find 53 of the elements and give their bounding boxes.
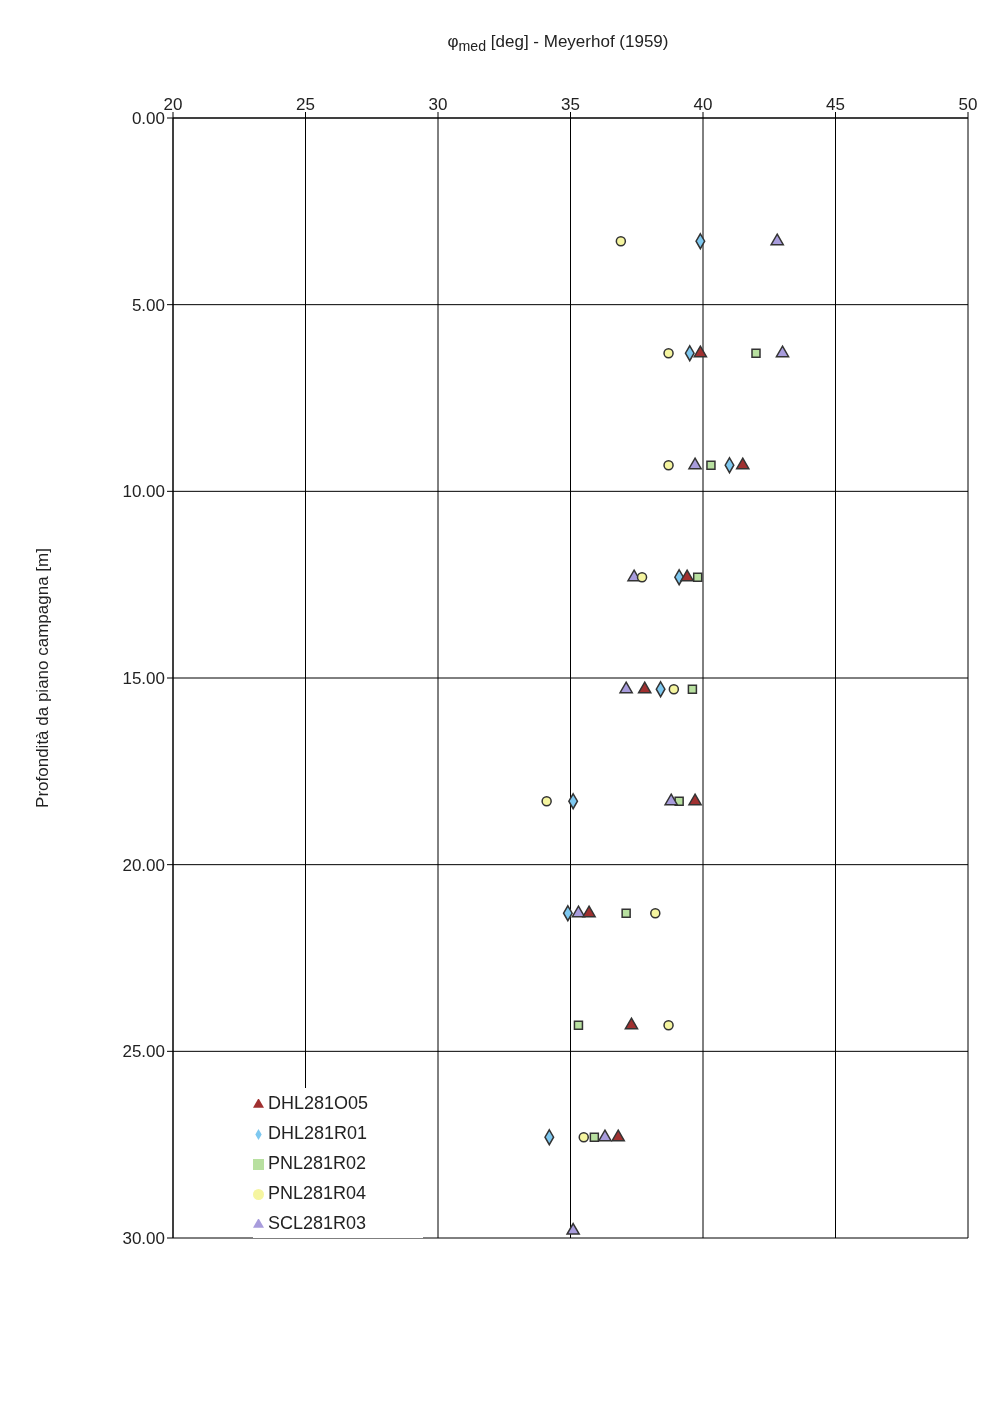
point: [668, 683, 680, 695]
point: [566, 1222, 580, 1235]
x-tick-label: 50: [958, 95, 978, 114]
point: [573, 1020, 584, 1030]
point: [706, 460, 716, 470]
point: [619, 681, 633, 694]
x-tick-label: 45: [826, 95, 845, 114]
point: [663, 459, 674, 471]
legend-label: DHL281R01: [268, 1123, 368, 1143]
y-tick-label: 30.00: [122, 1229, 165, 1249]
point: [637, 681, 652, 694]
x-axis-title: φ$_{med}$ [deg] - Meyerhof (1959): [446, 32, 670, 55]
point: [578, 1131, 590, 1143]
x-tick-label: 25: [296, 95, 315, 114]
y-axis-title: Profondità da piano campagna [m]: [33, 548, 52, 808]
point: [636, 571, 648, 583]
point: [770, 233, 785, 246]
y-tick-label: 10.00: [122, 482, 165, 502]
point: [541, 795, 552, 807]
point: [692, 572, 703, 582]
legend-label: PNL281R02: [268, 1153, 367, 1173]
point: [688, 457, 702, 470]
point: [650, 907, 661, 919]
x-tick-label: 40: [693, 95, 713, 114]
point: [735, 457, 750, 470]
y-tick-label: 20.00: [122, 855, 165, 875]
point: [621, 908, 631, 918]
point: [775, 345, 790, 358]
legend-label: DHL281O05: [268, 1093, 369, 1113]
x-tick-label: 35: [561, 95, 580, 114]
x-tick-label: 20: [163, 95, 183, 114]
point: [687, 684, 698, 694]
x-tick-label: 30: [428, 95, 448, 114]
point: [571, 905, 586, 918]
point: [611, 1129, 626, 1142]
point: [680, 569, 694, 582]
y-tick-label: 15.00: [122, 669, 165, 689]
point: [688, 793, 702, 806]
point: [582, 905, 596, 918]
legend-label: PNL281R04: [268, 1183, 367, 1203]
point: [663, 347, 674, 359]
point: [589, 1132, 600, 1142]
legend-label: SCL281R03: [268, 1213, 367, 1233]
point: [615, 235, 627, 247]
point: [664, 793, 679, 806]
point: [663, 1019, 674, 1031]
y-tick-label: 5.00: [131, 295, 165, 315]
point: [751, 348, 761, 358]
y-tick-label: 25.00: [122, 1042, 165, 1062]
point: [624, 1017, 639, 1030]
point: [693, 345, 708, 358]
point: [598, 1129, 612, 1142]
y-tick-label: 0.00: [131, 109, 165, 129]
